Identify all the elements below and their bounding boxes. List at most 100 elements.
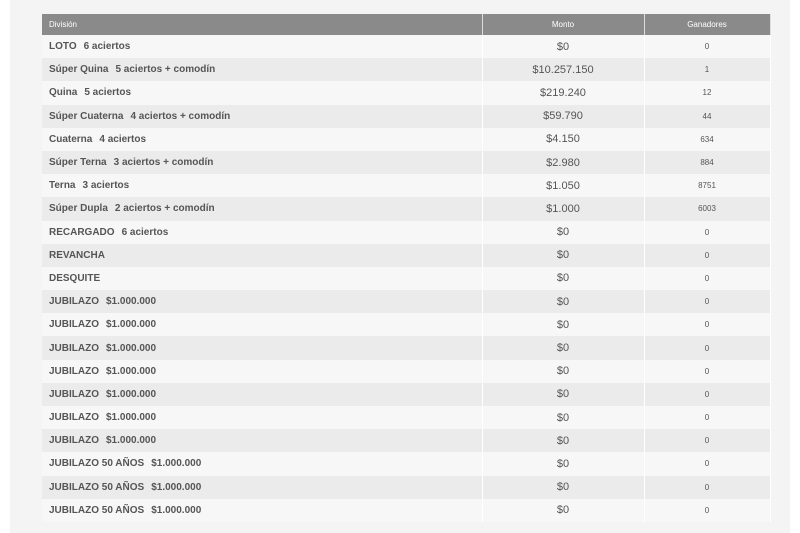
division-name: Cuaterna: [49, 133, 93, 145]
ganadores-cell: 8751: [644, 174, 771, 198]
ganadores-cell: 0: [644, 452, 771, 476]
ganadores-cell: 0: [644, 429, 771, 453]
table-row: Terna 3 aciertos $1.050 8751: [42, 174, 771, 198]
monto-cell: $0: [482, 313, 645, 337]
division-cell: Súper Terna 3 aciertos + comodín: [42, 150, 483, 175]
division-detail: $1.000.000: [151, 458, 202, 470]
division-cell: JUBILAZO 50 AÑOS $1.000.000: [42, 498, 483, 522]
monto-cell: $0: [482, 429, 645, 453]
table-row: JUBILAZO 50 AÑOS $1.000.000 $0 0: [42, 498, 771, 522]
table-row: JUBILAZO $1.000.000 $0 0: [42, 382, 771, 406]
division-cell: JUBILAZO $1.000.000: [42, 429, 483, 453]
ganadores-cell: 884: [644, 150, 771, 175]
division-detail: $1.000.000: [106, 435, 157, 447]
table-row: REVANCHA $0 0: [42, 243, 771, 267]
monto-cell: $4.150: [482, 127, 645, 151]
ganadores-cell: 12: [644, 81, 771, 105]
division-name: JUBILAZO 50 AÑOS: [49, 504, 145, 516]
header-cell: Ganadores: [644, 14, 771, 35]
monto-cell: $0: [482, 290, 645, 314]
monto-cell: $10.257.150: [482, 58, 645, 82]
monto-cell: $1.050: [482, 174, 645, 198]
division-cell: Quina 5 aciertos: [42, 81, 483, 105]
ganadores-cell: 0: [644, 243, 771, 267]
division-cell: RECARGADO 6 aciertos: [42, 220, 483, 244]
ganadores-cell: 0: [644, 290, 771, 314]
division-detail: $1.000.000: [106, 388, 157, 400]
table-row: Súper Dupla 2 aciertos + comodín $1.000 600…: [42, 197, 771, 221]
monto-cell: $0: [482, 220, 645, 244]
monto-cell: $0: [482, 498, 645, 522]
ganadores-cell: 0: [644, 220, 771, 244]
table-row: JUBILAZO $1.000.000 $0 0: [42, 290, 771, 314]
division-name: JUBILAZO: [49, 435, 99, 447]
division-detail: $1.000.000: [151, 504, 202, 516]
division-detail: $1.000.000: [106, 365, 157, 377]
division-name: LOTO: [49, 41, 77, 53]
table-row: DESQUITE $0 0: [42, 266, 771, 291]
table-row: LOTO 6 aciertos $0 0: [42, 35, 771, 59]
header-cell: Monto: [482, 14, 645, 35]
monto-cell: $1.000: [482, 197, 645, 221]
division-name: JUBILAZO: [49, 412, 99, 424]
division-detail: 6 aciertos: [121, 226, 169, 238]
ganadores-cell: 0: [644, 498, 771, 522]
monto-cell: $0: [482, 243, 645, 267]
division-cell: JUBILAZO 50 AÑOS $1.000.000: [42, 452, 483, 476]
division-detail: $1.000.000: [106, 342, 157, 354]
ganadores-cell: 6003: [644, 197, 771, 221]
division-cell: Cuaterna 4 aciertos: [42, 127, 483, 151]
division-cell: DESQUITE: [42, 266, 483, 291]
table-row: JUBILAZO 50 AÑOS $1.000.000 $0 0: [42, 475, 771, 499]
monto-cell: $0: [482, 35, 645, 59]
monto-cell: $0: [482, 382, 645, 406]
division-detail: 3 aciertos + comodín: [113, 157, 214, 169]
ganadores-cell: 0: [644, 475, 771, 499]
division-cell: LOTO 6 aciertos: [42, 35, 483, 59]
table-row: JUBILAZO $1.000.000 $0 0: [42, 406, 771, 430]
table-row: Quina 5 aciertos $219.240 12: [42, 81, 771, 105]
division-name: Súper Dupla: [49, 203, 108, 215]
table-row: Súper Cuaterna 4 aciertos + comodín $59.79…: [42, 104, 771, 128]
division-name: JUBILAZO 50 AÑOS: [49, 481, 145, 493]
monto-cell: $0: [482, 266, 645, 291]
ganadores-cell: 1: [644, 58, 771, 82]
division-cell: JUBILAZO $1.000.000: [42, 290, 483, 314]
division-cell: JUBILAZO $1.000.000: [42, 359, 483, 383]
monto-cell: $219.240: [482, 81, 645, 105]
division-name: JUBILAZO: [49, 319, 99, 331]
division-name: JUBILAZO: [49, 342, 99, 354]
division-name: Súper Cuaterna: [49, 110, 124, 122]
ganadores-cell: 0: [644, 313, 771, 337]
division-detail: $1.000.000: [106, 296, 157, 308]
division-name: JUBILAZO: [49, 296, 99, 308]
division-name: JUBILAZO: [49, 365, 99, 377]
division-cell: JUBILAZO $1.000.000: [42, 406, 483, 430]
division-name: REVANCHA: [49, 249, 105, 261]
header-cell: División: [42, 14, 483, 35]
monto-cell: $0: [482, 452, 645, 476]
table-row: JUBILAZO $1.000.000 $0 0: [42, 429, 771, 453]
division-detail: 4 aciertos + comodín: [130, 110, 231, 122]
division-detail: 5 aciertos: [84, 87, 132, 99]
table-row: JUBILAZO $1.000.000 $0 0: [42, 359, 771, 383]
division-name: JUBILAZO 50 AÑOS: [49, 458, 145, 470]
division-cell: Súper Quina 5 aciertos + comodín: [42, 58, 483, 82]
division-name: Terna: [49, 180, 76, 192]
division-name: RECARGADO: [49, 226, 115, 238]
ganadores-cell: 0: [644, 266, 771, 291]
division-cell: REVANCHA: [42, 243, 483, 267]
division-cell: JUBILAZO 50 AÑOS $1.000.000: [42, 475, 483, 499]
ganadores-cell: 0: [644, 382, 771, 406]
division-detail: $1.000.000: [151, 481, 202, 493]
monto-cell: $0: [482, 475, 645, 499]
monto-cell: $0: [482, 359, 645, 383]
table-row: JUBILAZO $1.000.000 $0 0: [42, 313, 771, 337]
table-row: JUBILAZO 50 AÑOS $1.000.000 $0 0: [42, 452, 771, 476]
division-name: JUBILAZO: [49, 388, 99, 400]
table-row: Cuaterna 4 aciertos $4.150 634: [42, 127, 771, 151]
table-row: Súper Terna 3 aciertos + comodín $2.980 884: [42, 150, 771, 175]
ganadores-cell: 0: [644, 35, 771, 59]
ganadores-cell: 0: [644, 359, 771, 383]
